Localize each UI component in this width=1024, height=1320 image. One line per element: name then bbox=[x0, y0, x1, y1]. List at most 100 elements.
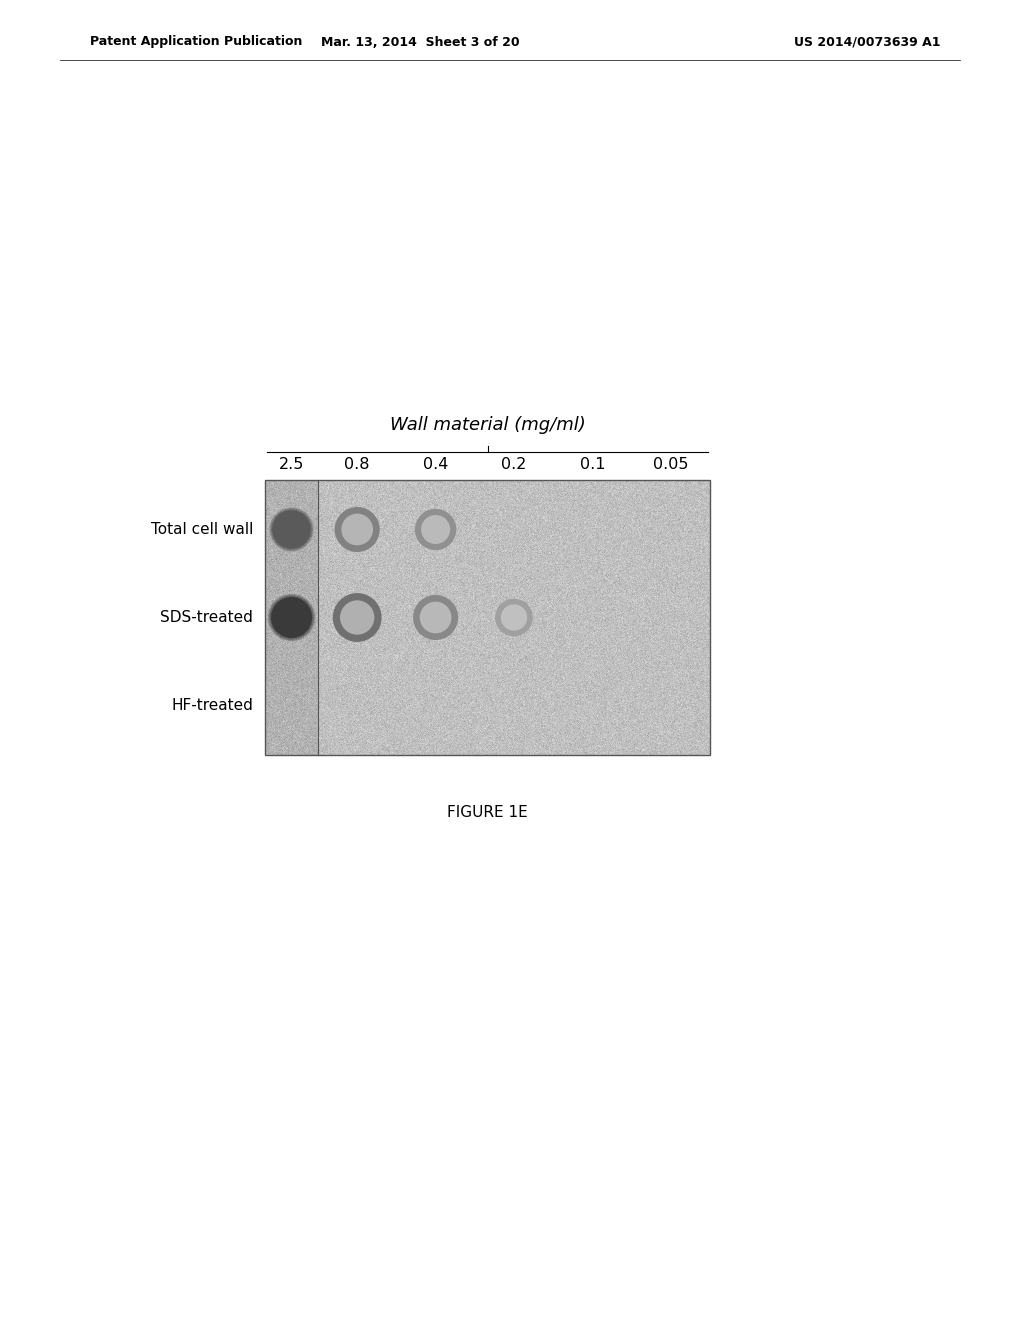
Circle shape bbox=[272, 510, 311, 549]
Circle shape bbox=[288, 525, 295, 533]
Text: US 2014/0073639 A1: US 2014/0073639 A1 bbox=[794, 36, 940, 49]
Circle shape bbox=[280, 517, 304, 541]
Circle shape bbox=[269, 507, 313, 552]
Text: 2.5: 2.5 bbox=[279, 457, 304, 473]
Text: SDS-treated: SDS-treated bbox=[160, 610, 253, 624]
Circle shape bbox=[281, 606, 303, 628]
Circle shape bbox=[269, 507, 314, 552]
Circle shape bbox=[270, 597, 312, 639]
Circle shape bbox=[273, 599, 310, 636]
Circle shape bbox=[279, 605, 304, 630]
Circle shape bbox=[271, 510, 312, 550]
Circle shape bbox=[288, 614, 295, 622]
Circle shape bbox=[284, 521, 300, 537]
Circle shape bbox=[273, 512, 309, 548]
Circle shape bbox=[271, 597, 312, 638]
Circle shape bbox=[284, 521, 299, 537]
Circle shape bbox=[276, 602, 307, 632]
Text: Wall material (mg/ml): Wall material (mg/ml) bbox=[389, 416, 586, 434]
Circle shape bbox=[288, 527, 295, 533]
Circle shape bbox=[276, 515, 306, 544]
Circle shape bbox=[280, 605, 304, 630]
Circle shape bbox=[290, 616, 293, 619]
Text: 0.1: 0.1 bbox=[580, 457, 605, 473]
Circle shape bbox=[285, 611, 298, 624]
Circle shape bbox=[287, 524, 297, 535]
Circle shape bbox=[283, 521, 300, 539]
Circle shape bbox=[286, 524, 297, 535]
Circle shape bbox=[286, 524, 298, 536]
Circle shape bbox=[284, 610, 299, 626]
Circle shape bbox=[282, 607, 302, 628]
Circle shape bbox=[287, 612, 296, 622]
Circle shape bbox=[282, 520, 301, 539]
Text: Mar. 13, 2014  Sheet 3 of 20: Mar. 13, 2014 Sheet 3 of 20 bbox=[321, 36, 519, 49]
Circle shape bbox=[281, 519, 302, 540]
Circle shape bbox=[282, 607, 301, 627]
Circle shape bbox=[270, 508, 312, 550]
Circle shape bbox=[280, 517, 303, 541]
Circle shape bbox=[290, 616, 293, 619]
Circle shape bbox=[288, 614, 296, 622]
Circle shape bbox=[270, 597, 312, 639]
Circle shape bbox=[278, 603, 306, 632]
Circle shape bbox=[280, 517, 303, 541]
Circle shape bbox=[280, 606, 303, 630]
Circle shape bbox=[273, 599, 309, 635]
Circle shape bbox=[282, 609, 301, 627]
Circle shape bbox=[275, 602, 307, 634]
Text: 0.05: 0.05 bbox=[653, 457, 688, 473]
Text: 0.8: 0.8 bbox=[344, 457, 370, 473]
Circle shape bbox=[271, 510, 311, 549]
Circle shape bbox=[287, 525, 296, 535]
Circle shape bbox=[268, 595, 314, 640]
Circle shape bbox=[289, 527, 294, 532]
Circle shape bbox=[278, 605, 305, 631]
Circle shape bbox=[498, 602, 530, 634]
Circle shape bbox=[275, 602, 307, 634]
Circle shape bbox=[338, 511, 377, 549]
Circle shape bbox=[275, 513, 307, 545]
Circle shape bbox=[286, 612, 297, 623]
Circle shape bbox=[278, 515, 306, 544]
Circle shape bbox=[279, 516, 304, 543]
Circle shape bbox=[279, 517, 304, 543]
Text: FIGURE 1E: FIGURE 1E bbox=[447, 805, 528, 820]
Circle shape bbox=[276, 515, 307, 545]
Circle shape bbox=[275, 513, 308, 546]
Circle shape bbox=[275, 601, 308, 634]
Text: Patent Application Publication: Patent Application Publication bbox=[90, 36, 302, 49]
Circle shape bbox=[290, 528, 293, 532]
Circle shape bbox=[273, 599, 309, 635]
Circle shape bbox=[283, 520, 301, 539]
Circle shape bbox=[278, 516, 305, 544]
Circle shape bbox=[285, 610, 299, 624]
Circle shape bbox=[274, 512, 309, 546]
Circle shape bbox=[268, 594, 315, 642]
Circle shape bbox=[271, 597, 312, 638]
Circle shape bbox=[272, 598, 311, 638]
Circle shape bbox=[270, 508, 312, 550]
Text: 0.2: 0.2 bbox=[502, 457, 526, 473]
Circle shape bbox=[278, 603, 305, 631]
Circle shape bbox=[281, 519, 302, 540]
Circle shape bbox=[291, 528, 293, 531]
Circle shape bbox=[285, 523, 298, 536]
Circle shape bbox=[281, 519, 303, 541]
Circle shape bbox=[284, 610, 299, 626]
Text: 0.4: 0.4 bbox=[423, 457, 449, 473]
Circle shape bbox=[285, 523, 299, 537]
Circle shape bbox=[283, 609, 300, 626]
Circle shape bbox=[280, 606, 303, 630]
Circle shape bbox=[276, 515, 306, 544]
Circle shape bbox=[282, 519, 302, 540]
Circle shape bbox=[272, 599, 310, 636]
Circle shape bbox=[269, 595, 314, 640]
Circle shape bbox=[289, 615, 294, 620]
Circle shape bbox=[274, 512, 308, 546]
Circle shape bbox=[283, 520, 300, 539]
Circle shape bbox=[270, 508, 313, 552]
Circle shape bbox=[291, 529, 292, 531]
Circle shape bbox=[272, 511, 310, 548]
Circle shape bbox=[289, 527, 295, 532]
